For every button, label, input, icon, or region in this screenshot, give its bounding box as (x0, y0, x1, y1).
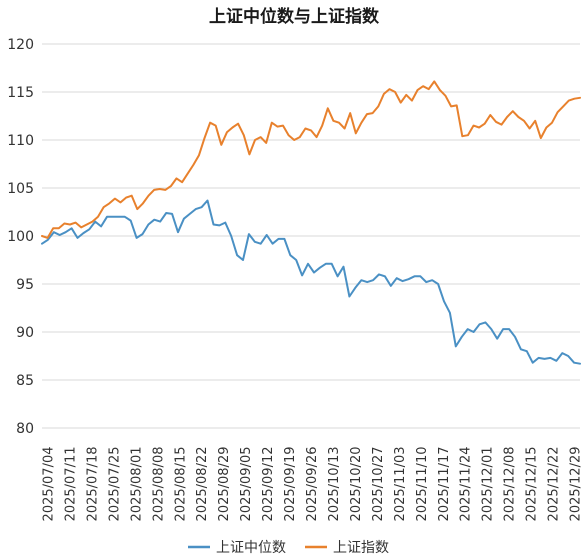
y-tick-label: 100 (7, 229, 34, 245)
legend-label: 上证指数 (333, 540, 389, 556)
y-tick-label: 90 (16, 325, 34, 341)
x-tick-label: 2025/10/20 (349, 447, 364, 522)
x-tick-label: 2025/12/29 (569, 447, 584, 522)
series-line-0 (41, 199, 581, 365)
x-tick-label: 2025/08/22 (195, 447, 210, 522)
x-tick-label: 2025/12/08 (503, 447, 518, 522)
x-tick-label: 2025/07/04 (42, 447, 57, 522)
x-tick-label: 2025/12/01 (481, 446, 496, 521)
x-tick-label: 2025/08/29 (217, 447, 232, 522)
x-tick-label: 2025/11/24 (459, 447, 474, 522)
y-axis-ticks: 80 85 90 95 100 105 110 115 120 (7, 37, 34, 437)
x-tick-label: 2025/07/25 (107, 447, 122, 522)
y-tick-label: 80 (16, 421, 34, 437)
x-tick-label: 2025/07/18 (85, 447, 100, 522)
y-tick-label: 110 (7, 133, 34, 149)
legend: 上证中位数 上证指数 (188, 540, 389, 556)
x-tick-label: 2025/07/11 (63, 447, 78, 522)
x-tick-label: 2025/09/12 (261, 447, 276, 522)
series-lines (41, 80, 581, 365)
series-line-1 (41, 80, 581, 239)
x-tick-label: 2025/12/22 (547, 447, 562, 522)
x-tick-label: 2025/10/13 (327, 447, 342, 522)
chart-title: 上证中位数与上证指数 (209, 6, 380, 27)
y-tick-label: 105 (7, 181, 34, 197)
y-tick-label: 120 (7, 37, 34, 53)
gridlines (42, 43, 580, 429)
x-tick-label: 2025/09/05 (239, 447, 254, 522)
x-tick-label: 2025/10/27 (371, 447, 386, 522)
x-tick-label: 2025/08/01 (129, 447, 144, 522)
x-tick-label: 2025/11/10 (415, 447, 430, 522)
x-tick-label: 2025/11/03 (393, 447, 408, 522)
y-tick-label: 85 (16, 373, 34, 389)
x-axis-ticks: 2025/07/04 2025/07/11 2025/07/18 2025/07/25… (42, 446, 584, 521)
x-tick-label: 2025/08/08 (151, 447, 166, 522)
x-tick-label: 2025/09/26 (305, 447, 320, 522)
y-tick-label: 115 (7, 85, 34, 101)
y-tick-label: 95 (16, 277, 34, 293)
x-tick-label: 2025/09/19 (283, 447, 298, 522)
x-tick-label: 2025/12/15 (525, 447, 540, 522)
legend-label: 上证中位数 (216, 540, 286, 556)
x-tick-label: 2025/08/15 (173, 447, 188, 522)
x-tick-label: 2025/11/17 (437, 447, 452, 522)
